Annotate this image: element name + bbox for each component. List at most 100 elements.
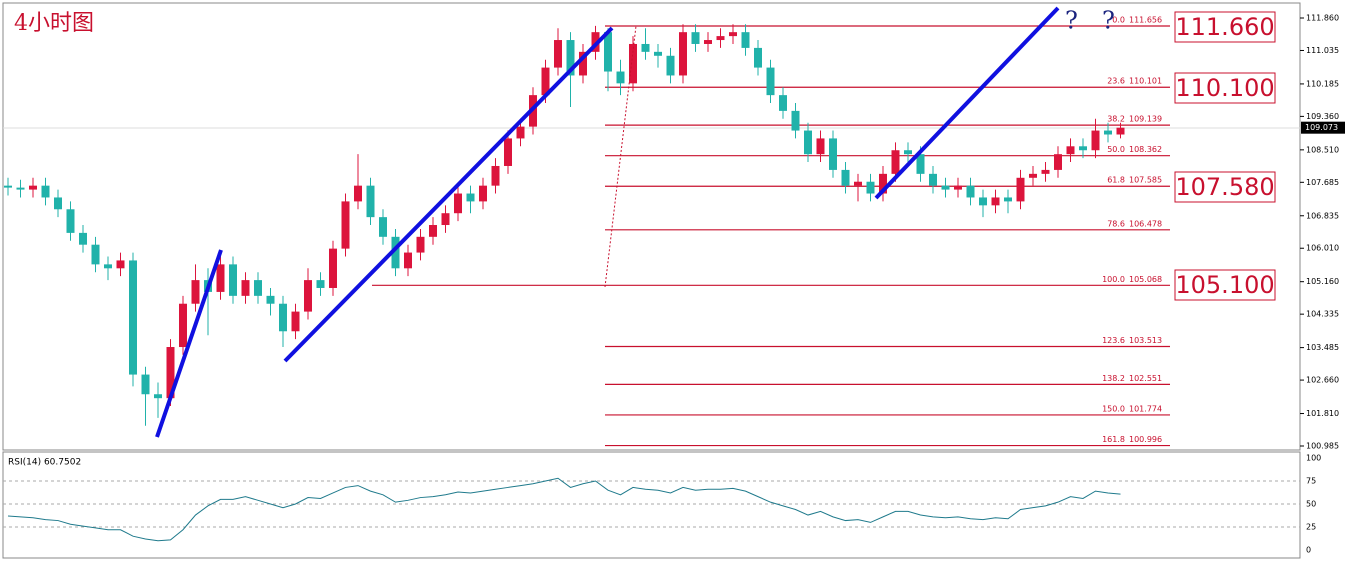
candle-body — [729, 32, 737, 37]
fib-level: 123.6 — [1102, 336, 1125, 345]
candle-body — [166, 347, 175, 399]
candle-body — [929, 173, 937, 186]
candle-body — [329, 248, 337, 288]
rsi-tick-label: 50 — [1306, 500, 1316, 509]
y-tick-label: 107.685 — [1306, 178, 1339, 187]
y-tick-label: 111.035 — [1306, 46, 1339, 55]
y-tick-label: 111.860 — [1306, 14, 1339, 23]
rsi-tick-label: 0 — [1306, 546, 1311, 555]
candle-body — [779, 95, 787, 111]
annotation-box — [1174, 72, 1276, 104]
candle-body — [604, 32, 612, 72]
rsi-frame — [2, 451, 1301, 559]
last-price-box — [1301, 121, 1345, 134]
candle-body — [791, 110, 800, 131]
candle-body — [191, 280, 200, 304]
candle-body — [1091, 130, 1100, 151]
fib-value: 101.774 — [1129, 404, 1162, 413]
candle-body — [141, 374, 150, 395]
candle-body — [16, 187, 25, 190]
annotation: 110.100 — [1175, 74, 1274, 102]
annotation: 111.660 — [1175, 13, 1274, 41]
candle-body — [1054, 154, 1062, 170]
candle-body — [866, 181, 875, 194]
candle-body — [1004, 197, 1012, 202]
candle-body — [816, 138, 825, 155]
fib-level: 23.6 — [1107, 77, 1125, 86]
rsi-line — [7, 477, 1121, 542]
y-tick-label: 109.360 — [1306, 112, 1339, 121]
fib-value: 105.068 — [1129, 275, 1162, 284]
candle-body — [554, 40, 562, 68]
candle-body — [229, 264, 237, 296]
candle-body — [304, 280, 312, 312]
question-mark: ? — [1065, 7, 1078, 35]
candle-body — [379, 217, 387, 237]
candle-body — [416, 236, 425, 253]
candle-body — [891, 150, 900, 174]
candle-body — [266, 295, 275, 304]
candle-body — [979, 197, 987, 206]
fib-level: 100.0 — [1102, 275, 1125, 284]
fib-level: 78.6 — [1107, 219, 1125, 228]
candle-body — [41, 185, 50, 198]
candle-body — [4, 185, 12, 188]
candle-body — [1066, 146, 1075, 155]
candle-body — [54, 197, 62, 210]
candle-body — [879, 173, 887, 194]
candle-body — [741, 32, 750, 48]
candle-body — [1029, 173, 1037, 178]
candle-body — [129, 260, 137, 375]
fib-level: 161.8 — [1102, 435, 1125, 444]
candle-body — [1116, 127, 1125, 135]
candle-body — [1016, 177, 1025, 202]
candle-body — [366, 185, 375, 218]
fib-value: 111.656 — [1129, 16, 1162, 25]
candle-body — [766, 67, 775, 96]
candle-body — [316, 280, 325, 288]
candle-body — [579, 51, 587, 76]
candle-body — [616, 71, 625, 84]
fib-level: 0.0 — [1112, 16, 1125, 25]
trend-line — [874, 6, 1060, 200]
y-tick-label: 110.185 — [1306, 79, 1339, 88]
candle-body — [641, 43, 650, 52]
candle-body — [829, 138, 837, 170]
fib-level: 61.8 — [1107, 176, 1125, 185]
candle-body — [941, 185, 950, 190]
fib-value: 107.585 — [1129, 176, 1162, 185]
y-tick-label: 100.985 — [1306, 442, 1339, 451]
fib-level: 150.0 — [1102, 404, 1125, 413]
candle-body — [954, 185, 962, 190]
annotation-box — [1174, 269, 1276, 301]
annotation: 105.100 — [1175, 271, 1274, 299]
candle-body — [1041, 169, 1050, 174]
fib-level: 138.2 — [1102, 374, 1125, 383]
candle-body — [341, 201, 350, 249]
candle-body — [754, 47, 762, 68]
candle-body — [916, 154, 925, 174]
fib-value: 108.362 — [1129, 145, 1162, 154]
y-tick-label: 106.010 — [1306, 244, 1339, 253]
y-tick-label: 105.160 — [1306, 277, 1339, 286]
candle-body — [91, 244, 100, 265]
candle-body — [241, 280, 250, 296]
annotation-box — [1174, 11, 1276, 43]
y-tick-label: 106.835 — [1306, 211, 1339, 220]
candle-body — [716, 36, 725, 41]
candle-body — [429, 225, 437, 237]
candle-body — [654, 51, 662, 56]
candle-body — [79, 232, 87, 245]
candle-body — [441, 213, 450, 226]
candle-body — [354, 185, 362, 202]
candle-body — [966, 185, 975, 198]
fib-value: 103.513 — [1129, 336, 1162, 345]
y-tick-label: 102.660 — [1306, 376, 1339, 385]
candle-body — [279, 303, 287, 332]
candle-body — [216, 264, 225, 292]
rsi-tick-label: 25 — [1306, 523, 1316, 532]
candle-body — [104, 264, 112, 269]
candle-body — [516, 126, 525, 139]
candle-body — [691, 32, 700, 44]
